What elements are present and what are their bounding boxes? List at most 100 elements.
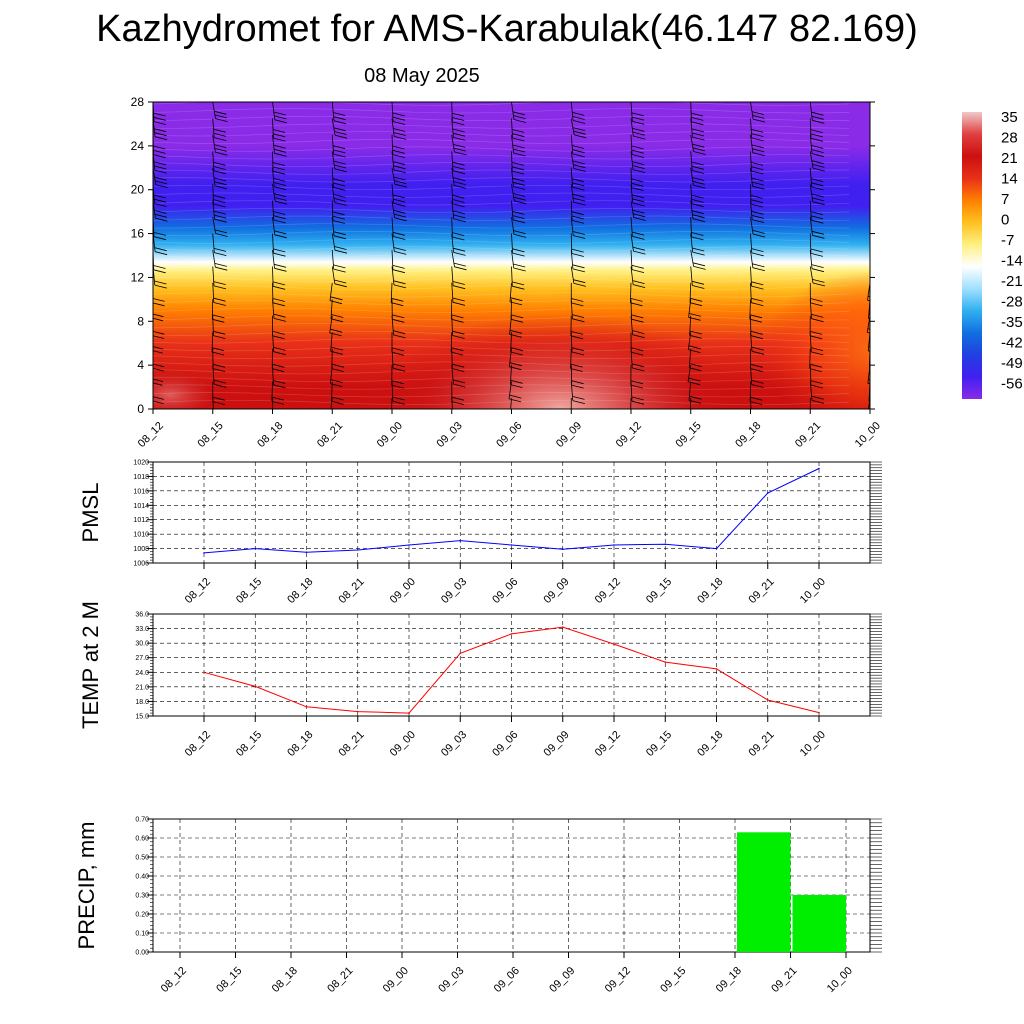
heatmap-contour-line: [153, 223, 850, 229]
wind-barb-flag: [452, 232, 465, 236]
wind-barb-flag: [573, 201, 586, 206]
wind-barb-flag: [334, 249, 348, 254]
wind-barb-flag: [810, 137, 823, 142]
wind-barb-staff: [511, 217, 515, 235]
wind-barb-staff: [511, 200, 514, 220]
wind-barb-flag: [573, 130, 586, 135]
wind-barb-flag: [153, 418, 165, 421]
wind-barb-staff: [451, 167, 455, 186]
wind-barb-staff: [329, 282, 333, 301]
wind-barb-flag: [214, 413, 226, 416]
wind-barb-flag: [155, 217, 168, 222]
wind-barb-flag: [751, 248, 764, 252]
heatmap-y-tick-label: 28: [131, 95, 145, 109]
wind-barb-flag: [510, 417, 522, 420]
heatmap-contour-line: [153, 353, 850, 359]
wind-barb-staff: [511, 233, 513, 254]
heatmap-x-tick-label: 09_00: [375, 420, 405, 450]
wind-barb-flag: [509, 301, 523, 306]
wind-barb-flag: [214, 137, 227, 141]
panel-y-tick-label: 24.0: [135, 670, 149, 677]
wind-barb-flag: [512, 133, 525, 138]
wind-barb-flag: [153, 335, 165, 339]
wind-barb-flag: [274, 186, 287, 191]
wind-barb-flag: [753, 118, 766, 123]
heatmap-contour-line: [153, 254, 850, 260]
wind-barb-flag: [872, 284, 884, 287]
wind-barb-flag: [811, 160, 824, 165]
colorbar-label: -7: [1001, 232, 1014, 249]
wind-barb-flag: [153, 154, 166, 159]
data-point: [613, 643, 615, 645]
panel-y-tick-label: 0.10: [135, 931, 149, 938]
panel-x-tick-label: 08_15: [214, 965, 244, 995]
wind-barb-staff: [272, 102, 276, 120]
wind-barb-flag: [452, 335, 465, 339]
wind-barb-flag: [688, 316, 701, 321]
wind-barb-flag: [692, 132, 705, 137]
wind-barb-flag: [393, 330, 406, 335]
wind-barb-flag: [513, 193, 526, 197]
wind-barb-flag: [751, 413, 763, 416]
wind-barb-flag: [153, 396, 164, 400]
wind-barb-flag: [631, 178, 644, 183]
heatmap-contour-line: [153, 277, 850, 283]
wind-barb-flag: [867, 332, 870, 334]
wind-barb-flag: [810, 347, 824, 351]
wind-barb-flag: [333, 149, 346, 154]
wind-barb-flag: [274, 230, 287, 235]
wind-barb-flag: [513, 263, 526, 268]
wind-barb-staff: [451, 102, 453, 122]
wind-barb-flag: [572, 264, 585, 269]
wind-barb-flag: [334, 283, 347, 288]
wind-barb-flag: [334, 279, 347, 284]
wind-barb-flag: [691, 165, 704, 170]
panel-y-tick-label: 1010: [133, 532, 149, 539]
wind-barb-flag: [871, 195, 883, 198]
wind-barb-flag: [333, 127, 346, 132]
heatmap-x-tick-label: 09_12: [614, 420, 644, 450]
wind-barb-staff: [272, 233, 274, 254]
wind-barb-flag: [214, 148, 227, 152]
wind-barb-flag: [155, 184, 168, 188]
wind-barb-flag: [392, 269, 405, 274]
panel-x-tick-label: 09_00: [381, 965, 411, 995]
wind-barb-flag: [153, 121, 167, 125]
panel-x-tick-label: 09_15: [658, 965, 688, 995]
wind-barb-flag: [868, 400, 870, 402]
wind-barb-staff: [331, 102, 335, 121]
wind-barb-staff: [451, 266, 454, 286]
wind-barb-flag: [394, 251, 407, 255]
wind-barb-flag: [153, 116, 166, 121]
wind-barb-flag: [453, 383, 466, 388]
wind-barb-flag: [392, 363, 405, 368]
wind-barb-flag: [512, 248, 525, 253]
wind-barb-flag: [452, 128, 465, 133]
data-point: [664, 543, 667, 545]
wind-barb-flag: [811, 111, 824, 116]
wind-barb-flag: [394, 217, 407, 222]
wind-barb-flag: [334, 131, 347, 135]
wind-barb-flag: [692, 143, 705, 148]
heatmap-contour-line: [153, 192, 850, 198]
wind-barb-flag: [453, 144, 466, 148]
wind-barb-flag: [333, 235, 347, 240]
panel-x-tick-label: 08_12: [183, 729, 213, 759]
wind-barb-flag: [810, 178, 824, 182]
wind-barb-flag: [811, 351, 824, 356]
panel-x-tick-label: 09_09: [542, 729, 572, 759]
wind-barb-staff: [750, 266, 752, 287]
wind-barb-flag: [631, 264, 644, 269]
wind-barb-staff: [511, 249, 515, 269]
colorbar-label: -35: [1001, 314, 1023, 331]
wind-barb-staff: [331, 118, 336, 136]
heatmap-contour-line: [153, 315, 850, 321]
wind-barb-flag: [572, 160, 585, 165]
panel-y-tick-label: 1018: [133, 474, 149, 481]
heatmap-y-tick-label: 16: [131, 227, 145, 241]
wind-barb-staff: [689, 282, 692, 303]
panel-x-tick-label: 09_21: [747, 729, 777, 759]
wind-barb-flag: [510, 379, 523, 384]
wind-barb-flag: [752, 263, 765, 268]
